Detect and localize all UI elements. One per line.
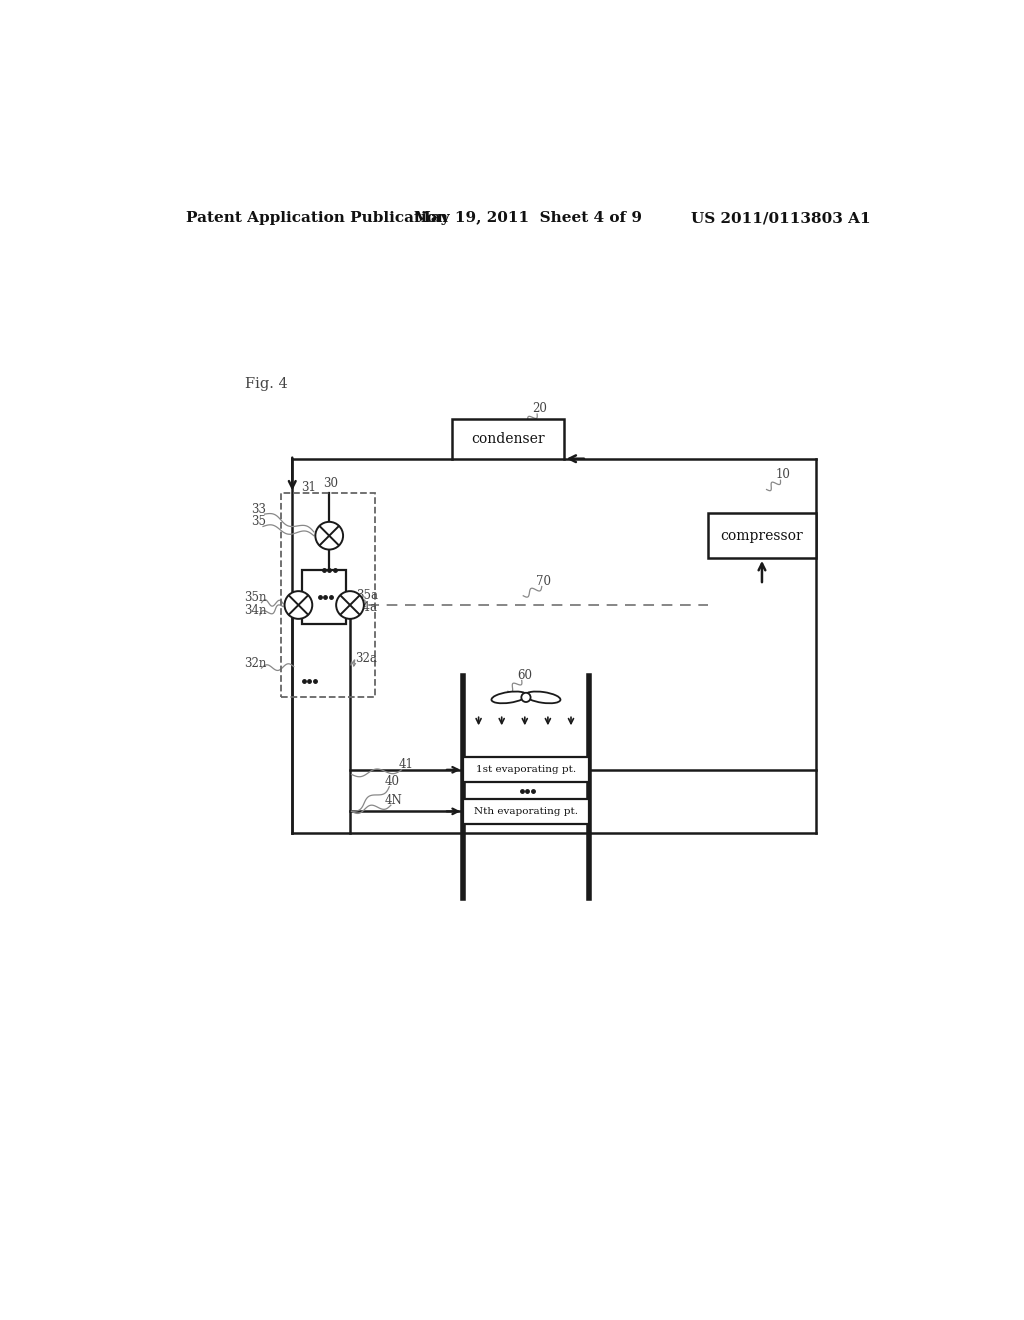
Text: 30: 30 bbox=[323, 478, 338, 490]
Text: 20: 20 bbox=[532, 403, 548, 416]
Text: 35a: 35a bbox=[356, 589, 378, 602]
Bar bbox=[463, 799, 589, 824]
Text: Patent Application Publication: Patent Application Publication bbox=[186, 211, 449, 226]
Circle shape bbox=[285, 591, 312, 619]
Text: 40: 40 bbox=[385, 775, 399, 788]
Text: Fig. 4: Fig. 4 bbox=[245, 378, 288, 391]
Text: compressor: compressor bbox=[721, 529, 804, 543]
Ellipse shape bbox=[492, 692, 526, 704]
Text: May 19, 2011  Sheet 4 of 9: May 19, 2011 Sheet 4 of 9 bbox=[414, 211, 642, 226]
Circle shape bbox=[521, 693, 530, 702]
Text: 34a: 34a bbox=[354, 601, 377, 614]
Text: 34n: 34n bbox=[245, 605, 267, 618]
Text: 33: 33 bbox=[252, 503, 266, 516]
Text: 1st evaporating pt.: 1st evaporating pt. bbox=[476, 766, 577, 775]
Text: 60: 60 bbox=[517, 669, 532, 682]
Text: condenser: condenser bbox=[471, 433, 545, 446]
Text: 31: 31 bbox=[301, 480, 316, 494]
Text: Nth evaporating pt.: Nth evaporating pt. bbox=[474, 807, 578, 816]
Bar bbox=[452, 420, 563, 459]
Bar bbox=[281, 494, 376, 697]
Ellipse shape bbox=[525, 692, 560, 704]
Text: 10: 10 bbox=[776, 469, 791, 480]
Text: 41: 41 bbox=[398, 758, 414, 771]
Text: 32n: 32n bbox=[245, 656, 267, 669]
Text: 70: 70 bbox=[536, 576, 551, 587]
Bar bbox=[301, 570, 346, 624]
Text: 4N: 4N bbox=[385, 793, 402, 807]
Text: US 2011/0113803 A1: US 2011/0113803 A1 bbox=[691, 211, 870, 226]
Text: 35n: 35n bbox=[245, 591, 267, 605]
Text: 32a: 32a bbox=[355, 652, 377, 665]
Bar bbox=[708, 513, 816, 558]
Circle shape bbox=[336, 591, 364, 619]
Bar bbox=[463, 758, 589, 781]
Text: 35: 35 bbox=[252, 515, 266, 528]
Circle shape bbox=[315, 521, 343, 549]
